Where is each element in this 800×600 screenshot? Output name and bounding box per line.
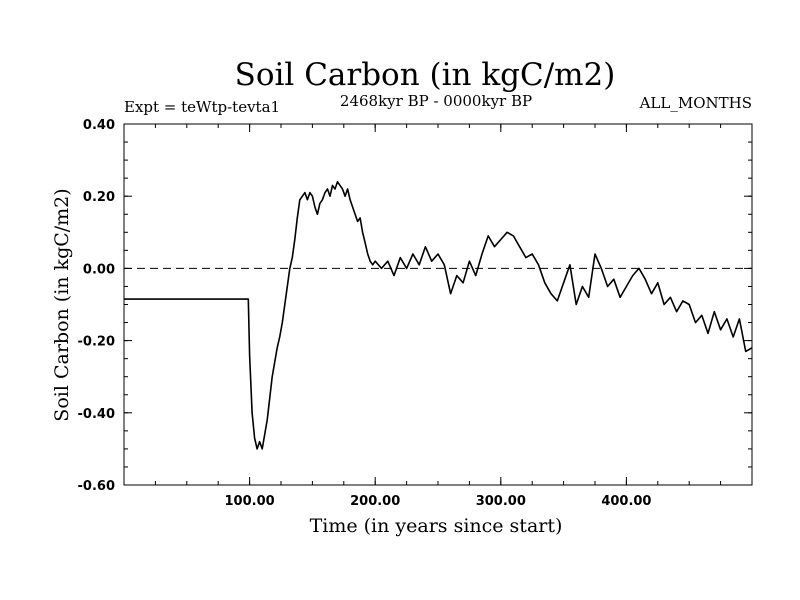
experiment-label: Expt = teWtp-tevta1 (124, 98, 280, 116)
chart-title: Soil Carbon (in kgC/m2) (235, 57, 616, 93)
series-group (124, 181, 753, 450)
y-axis-label: Soil Carbon (in kgC/m2) (51, 188, 73, 421)
y-tick-labels: -0.60 -0.40 -0.20 0.00 0.20 0.40 (78, 118, 115, 494)
axis-ticks (124, 123, 752, 486)
months-label: ALL_MONTHS (639, 94, 752, 112)
y-tick-label: 0.20 (83, 190, 115, 205)
x-tick-label: 400.00 (601, 494, 651, 509)
x-tick-label: 100.00 (225, 494, 275, 509)
y-tick-label: -0.40 (78, 407, 115, 422)
y-tick-label: -0.60 (78, 479, 115, 494)
y-tick-label: 0.40 (83, 118, 115, 133)
y-tick-label: -0.20 (78, 335, 115, 350)
series-line (124, 181, 753, 450)
plot-frame (123, 123, 753, 486)
x-tick-label: 300.00 (476, 494, 526, 509)
y-tick-label: 0.00 (83, 262, 115, 277)
x-axis-label: Time (in years since start) (310, 515, 563, 537)
period-label: 2468kyr BP - 0000kyr BP (340, 92, 532, 110)
x-tick-labels: 100.00 200.00 300.00 400.00 (225, 494, 652, 509)
x-tick-label: 200.00 (350, 494, 400, 509)
